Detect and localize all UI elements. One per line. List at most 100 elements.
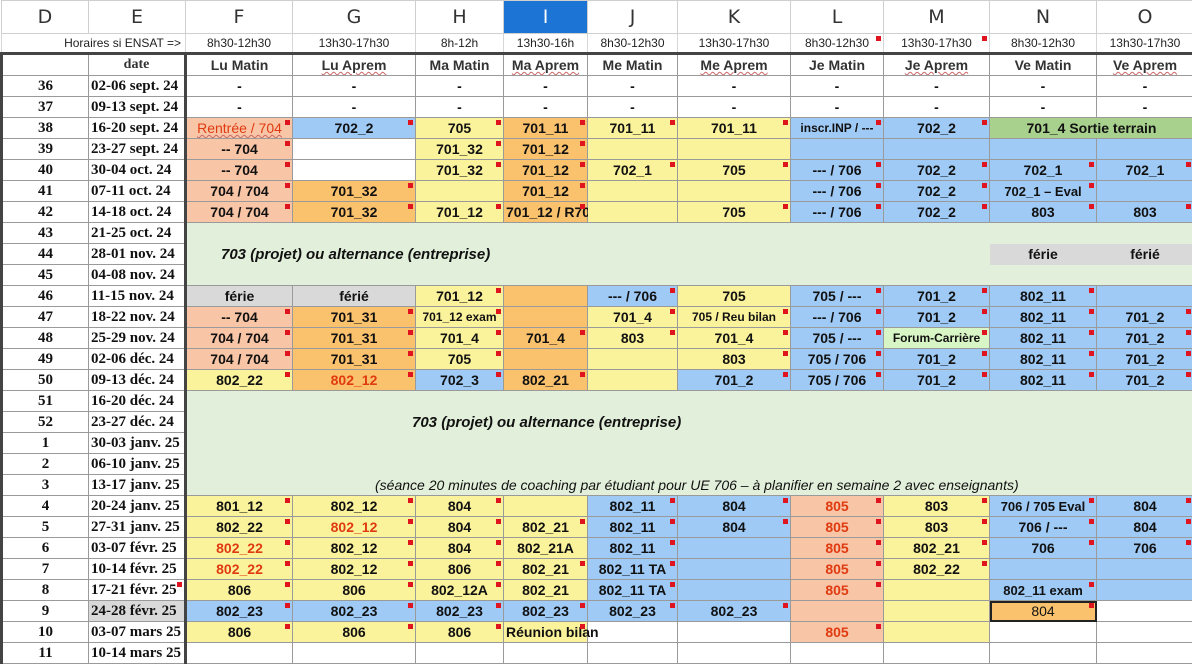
cell[interactable]: 704 / 704 <box>186 202 293 223</box>
col-header-E[interactable]: E <box>89 1 186 34</box>
cell[interactable]: 705 / Reu bilan <box>678 307 791 328</box>
cell[interactable] <box>186 643 293 664</box>
date-cell[interactable]: 28-01 nov. 24 <box>89 244 186 265</box>
slot-label[interactable]: Me Aprem <box>678 54 791 76</box>
cell[interactable]: 802_22 <box>186 559 293 580</box>
col-header-N[interactable]: N <box>990 1 1097 34</box>
cell[interactable]: 705 / --- <box>791 328 884 349</box>
cell[interactable] <box>416 181 504 202</box>
cell[interactable]: 701_12 exam <box>416 307 504 328</box>
cell[interactable]: 701_2 <box>678 370 791 391</box>
cell[interactable]: 701_4 <box>416 328 504 349</box>
cell[interactable]: 801_12 <box>186 496 293 517</box>
block-cell[interactable] <box>186 454 1192 475</box>
slot-label[interactable]: Ve Aprem <box>1097 54 1192 76</box>
cell[interactable]: 806 <box>293 580 416 601</box>
block-cell[interactable] <box>791 244 990 265</box>
cell[interactable] <box>588 139 678 160</box>
cell[interactable]: 706 <box>990 538 1097 559</box>
cell[interactable]: 802_11 TA <box>588 559 678 580</box>
cell[interactable]: 802_11 TA <box>588 580 678 601</box>
week-cell[interactable]: 47 <box>2 307 89 328</box>
week-cell[interactable]: 45 <box>2 265 89 286</box>
date-cell[interactable]: 18-22 nov. 24 <box>89 307 186 328</box>
cell[interactable]: 705 <box>678 160 791 181</box>
date-cell[interactable]: 02-06 sept. 24 <box>89 76 186 97</box>
slot-label[interactable]: Ma Matin <box>416 54 504 76</box>
cell[interactable]: - <box>186 97 293 118</box>
cell[interactable]: - <box>678 97 791 118</box>
week-cell[interactable]: 49 <box>2 349 89 370</box>
cell[interactable] <box>588 349 678 370</box>
cell[interactable]: --- / 706 <box>791 181 884 202</box>
cell[interactable]: 701_12 <box>504 160 588 181</box>
date-cell[interactable]: 14-18 oct. 24 <box>89 202 186 223</box>
cell[interactable]: 804 <box>1097 517 1192 538</box>
slot-label[interactable]: Ma Aprem <box>504 54 588 76</box>
cell[interactable]: - <box>293 76 416 97</box>
week-cell[interactable]: 1 <box>2 433 89 454</box>
cell[interactable]: 806 <box>416 622 504 643</box>
date-cell[interactable]: 23-27 déc. 24 <box>89 412 186 433</box>
cell[interactable]: - <box>293 97 416 118</box>
date-cell[interactable]: 17-21 févr. 25 <box>89 580 186 601</box>
cell[interactable]: - <box>416 76 504 97</box>
cell[interactable]: férie <box>186 286 293 307</box>
cell[interactable]: - <box>588 76 678 97</box>
ferie-cell[interactable]: férie <box>990 244 1097 265</box>
col-header-H[interactable]: H <box>416 1 504 34</box>
cell[interactable]: - <box>504 97 588 118</box>
cell[interactable]: 701_32 <box>416 160 504 181</box>
cell[interactable]: 705 <box>416 118 504 139</box>
cell[interactable] <box>1097 580 1192 601</box>
cell[interactable]: 701_2 <box>884 370 990 391</box>
cell[interactable]: --- / 706 <box>791 202 884 223</box>
cell[interactable]: 806 <box>186 622 293 643</box>
date-cell[interactable]: 09-13 sept. 24 <box>89 97 186 118</box>
col-header-G[interactable]: G <box>293 1 416 34</box>
times-label[interactable]: Horaires si ENSAT => <box>2 34 186 54</box>
cell[interactable]: 706 / 705 Eval <box>990 496 1097 517</box>
cell[interactable]: 701_2 <box>1097 370 1192 391</box>
cell[interactable] <box>990 559 1097 580</box>
cell[interactable]: 705 <box>678 286 791 307</box>
date-cell[interactable]: 25-29 nov. 24 <box>89 328 186 349</box>
cell[interactable]: 701_2 <box>884 349 990 370</box>
cell[interactable]: 804 <box>1097 496 1192 517</box>
cell[interactable]: - <box>990 97 1097 118</box>
cell[interactable] <box>884 601 990 622</box>
cell[interactable] <box>791 139 884 160</box>
time-cell[interactable]: 13h30-17h30 <box>1097 34 1192 54</box>
cell[interactable]: Rentrée / 704 <box>186 118 293 139</box>
week-cell[interactable]: 52 <box>2 412 89 433</box>
coaching-note[interactable]: (séance 20 minutes de coaching par étudi… <box>186 475 1192 496</box>
cell[interactable]: 706 / --- <box>990 517 1097 538</box>
cell[interactable]: 802_11 <box>990 349 1097 370</box>
date-cell[interactable]: 16-20 sept. 24 <box>89 118 186 139</box>
col-header-J[interactable]: J <box>588 1 678 34</box>
cell[interactable] <box>1097 286 1192 307</box>
cell[interactable]: 706 <box>1097 538 1192 559</box>
cell[interactable] <box>678 580 791 601</box>
week-cell[interactable]: 48 <box>2 328 89 349</box>
cell[interactable]: 701_2 <box>884 307 990 328</box>
cell[interactable]: 805 <box>791 622 884 643</box>
cell[interactable]: 701_2 <box>1097 328 1192 349</box>
cell[interactable] <box>678 139 791 160</box>
date-cell[interactable]: 11-15 nov. 24 <box>89 286 186 307</box>
cell[interactable]: - <box>678 76 791 97</box>
cell[interactable]: 705 <box>678 202 791 223</box>
week-cell[interactable]: 8 <box>2 580 89 601</box>
date-cell[interactable]: 04-08 nov. 24 <box>89 265 186 286</box>
cell[interactable]: 704 / 704 <box>186 181 293 202</box>
cell[interactable]: - <box>791 76 884 97</box>
week-cell[interactable]: 40 <box>2 160 89 181</box>
cell[interactable]: 802_23 <box>186 601 293 622</box>
cell[interactable]: 802_23 <box>588 601 678 622</box>
cell[interactable]: 806 <box>416 559 504 580</box>
cell[interactable] <box>678 559 791 580</box>
week-cell[interactable]: 2 <box>2 454 89 475</box>
cell[interactable]: -- 704 <box>186 307 293 328</box>
cell[interactable]: -- 704 <box>186 160 293 181</box>
cell[interactable]: 701_11 <box>504 118 588 139</box>
